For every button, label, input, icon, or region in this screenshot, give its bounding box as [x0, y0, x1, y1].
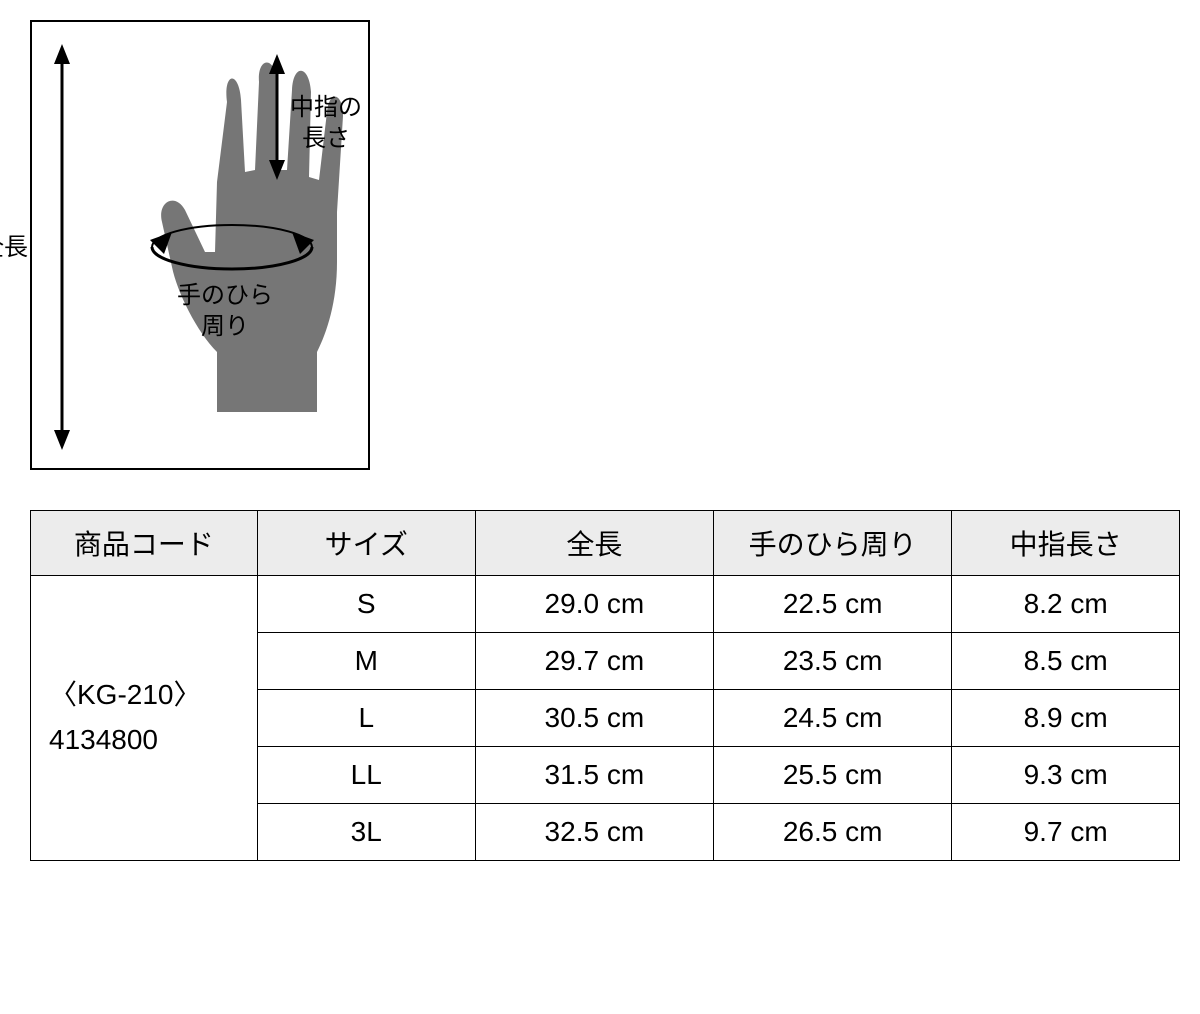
hand-svg: [32, 22, 368, 468]
col-header-length: 全長: [475, 511, 713, 576]
col-header-finger: 中指長さ: [952, 511, 1180, 576]
cell-palm: 26.5 cm: [713, 804, 951, 861]
cell-length: 29.7 cm: [475, 633, 713, 690]
cell-length: 32.5 cm: [475, 804, 713, 861]
cell-finger: 9.7 cm: [952, 804, 1180, 861]
cell-finger: 8.5 cm: [952, 633, 1180, 690]
col-header-size: サイズ: [257, 511, 475, 576]
cell-size: L: [257, 690, 475, 747]
cell-length: 30.5 cm: [475, 690, 713, 747]
table-body: 〈KG-210〉 4134800 S 29.0 cm 22.5 cm 8.2 c…: [31, 576, 1180, 861]
cell-finger: 8.9 cm: [952, 690, 1180, 747]
cell-length: 29.0 cm: [475, 576, 713, 633]
size-table: 商品コード サイズ 全長 手のひら周り 中指長さ 〈KG-210〉 413480…: [30, 510, 1180, 861]
cell-palm: 22.5 cm: [713, 576, 951, 633]
cell-palm: 23.5 cm: [713, 633, 951, 690]
cell-palm: 24.5 cm: [713, 690, 951, 747]
cell-finger: 8.2 cm: [952, 576, 1180, 633]
cell-length: 31.5 cm: [475, 747, 713, 804]
label-full-length: 全長: [0, 232, 28, 263]
col-header-code: 商品コード: [31, 511, 258, 576]
cell-size: 3L: [257, 804, 475, 861]
cell-size: S: [257, 576, 475, 633]
cell-size: M: [257, 633, 475, 690]
table-row: 〈KG-210〉 4134800 S 29.0 cm 22.5 cm 8.2 c…: [31, 576, 1180, 633]
product-code-line2: 4134800: [49, 724, 158, 755]
hand-diagram: 全長 中指の 長さ 手のひら 周り: [30, 20, 370, 470]
table-header-row: 商品コード サイズ 全長 手のひら周り 中指長さ: [31, 511, 1180, 576]
cell-finger: 9.3 cm: [952, 747, 1180, 804]
cell-palm: 25.5 cm: [713, 747, 951, 804]
col-header-palm: 手のひら周り: [713, 511, 951, 576]
product-code-cell: 〈KG-210〉 4134800: [31, 576, 258, 861]
cell-size: LL: [257, 747, 475, 804]
label-palm: 手のひら 周り: [177, 280, 273, 342]
label-middle-finger: 中指の 長さ: [290, 92, 362, 154]
product-code-line1: 〈KG-210〉: [49, 679, 202, 710]
